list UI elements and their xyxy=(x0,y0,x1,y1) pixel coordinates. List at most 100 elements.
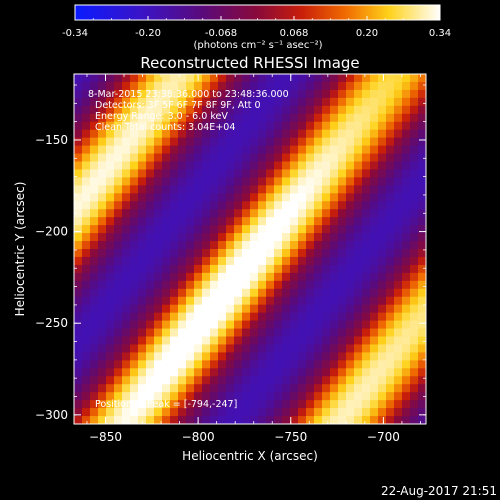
heatmap-cell xyxy=(418,89,426,99)
heatmap-cell xyxy=(138,368,147,377)
heatmap-cell xyxy=(362,169,371,178)
heatmap-cell xyxy=(394,312,403,322)
heatmap-cell xyxy=(122,264,131,274)
info-line-energy: Energy Range: 3.0 - 6.0 keV xyxy=(95,111,228,122)
heatmap-cell xyxy=(266,408,275,417)
heatmap-cell xyxy=(402,336,411,346)
heatmap-cell xyxy=(130,145,139,155)
heatmap-cell xyxy=(138,336,147,346)
heatmap-cell xyxy=(250,74,259,83)
heatmap-cell xyxy=(106,161,115,171)
heatmap-cell xyxy=(306,81,315,91)
heatmap-cell xyxy=(138,177,147,186)
heatmap-cell xyxy=(402,169,411,178)
heatmap-cell xyxy=(306,217,315,226)
heatmap-cell xyxy=(346,400,355,409)
heatmap-cell xyxy=(170,177,179,186)
heatmap-cell xyxy=(154,304,163,314)
heatmap-cell xyxy=(98,97,107,107)
heatmap-cell xyxy=(410,304,419,314)
heatmap-cell xyxy=(258,161,267,171)
heatmap-cell xyxy=(258,280,267,290)
heatmap-cell xyxy=(202,121,211,131)
heatmap-cell xyxy=(258,392,267,401)
heatmap-cell xyxy=(194,209,203,218)
heatmap-cell xyxy=(122,288,131,298)
heatmap-cell xyxy=(106,368,115,377)
heatmap-cell xyxy=(82,113,91,123)
heatmap-cell xyxy=(282,209,291,218)
heatmap-cell xyxy=(378,304,387,314)
heatmap-cell xyxy=(202,416,211,424)
heatmap-cell xyxy=(394,89,403,99)
info-line-time: 8-Mar-2015 23:38:36.000 to 23:48:36.000 xyxy=(88,89,289,100)
heatmap-cell xyxy=(290,217,299,226)
heatmap-cell xyxy=(298,296,307,306)
heatmap-cell xyxy=(386,264,395,274)
heatmap-cell xyxy=(138,81,147,91)
heatmap-cell xyxy=(378,296,387,306)
heatmap-cell xyxy=(74,368,83,377)
heatmap-cell xyxy=(330,145,339,155)
heatmap-cell xyxy=(306,74,315,83)
heatmap-cell xyxy=(330,344,339,353)
heatmap-cell xyxy=(338,113,347,123)
heatmap-cell xyxy=(362,185,371,194)
heatmap-cell xyxy=(106,177,115,186)
heatmap-cell xyxy=(410,121,419,131)
heatmap-cell xyxy=(338,304,347,314)
heatmap-cell xyxy=(178,81,187,91)
heatmap-cell xyxy=(362,400,371,409)
heatmap-cell xyxy=(338,392,347,401)
heatmap-cell xyxy=(274,233,283,242)
heatmap-cell xyxy=(418,97,426,107)
heatmap-cell xyxy=(330,81,339,91)
heatmap-cell xyxy=(114,272,123,282)
heatmap-cell xyxy=(202,145,211,155)
heatmap-cell xyxy=(242,304,251,314)
heatmap-cell xyxy=(138,296,147,306)
heatmap-cell xyxy=(82,153,91,163)
heatmap-cell xyxy=(74,352,83,361)
heatmap-cell xyxy=(418,233,426,242)
heatmap-cell xyxy=(354,201,363,210)
heatmap-cell xyxy=(370,113,379,123)
heatmap-cell xyxy=(178,145,187,155)
heatmap-cell xyxy=(162,233,171,242)
heatmap-cell xyxy=(194,169,203,178)
heatmap-cell xyxy=(106,360,115,369)
heatmap-cell xyxy=(282,193,291,202)
heatmap-cell xyxy=(346,304,355,314)
heatmap-cell xyxy=(354,304,363,314)
heatmap-cell xyxy=(74,105,83,115)
heatmap-cell xyxy=(274,201,283,210)
heatmap-cell xyxy=(170,74,179,83)
heatmap-cell xyxy=(130,392,139,401)
heatmap-cell xyxy=(250,161,259,171)
heatmap-cell xyxy=(162,312,171,322)
heatmap-cell xyxy=(290,416,299,424)
heatmap-cell xyxy=(306,193,315,202)
heatmap-cell xyxy=(274,217,283,226)
heatmap-cell xyxy=(290,201,299,210)
heatmap-cell xyxy=(194,256,203,266)
heatmap-cell xyxy=(234,408,243,417)
heatmap-cell xyxy=(322,360,331,369)
heatmap-cell xyxy=(146,209,155,218)
heatmap-cell xyxy=(298,193,307,202)
heatmap-cell xyxy=(82,105,91,115)
heatmap-cell xyxy=(202,177,211,186)
heatmap-cell xyxy=(138,264,147,274)
heatmap-cell xyxy=(82,161,91,171)
heatmap-cell xyxy=(82,320,91,330)
heatmap-cell xyxy=(330,304,339,314)
heatmap-cell xyxy=(418,249,426,258)
heatmap-cell xyxy=(338,368,347,377)
heatmap-cell xyxy=(170,312,179,322)
heatmap-cell xyxy=(242,264,251,274)
heatmap-cell xyxy=(218,209,227,218)
heatmap-cell xyxy=(266,400,275,409)
heatmap-cell xyxy=(258,256,267,266)
heatmap-cell xyxy=(194,344,203,353)
heatmap-cell xyxy=(282,201,291,210)
